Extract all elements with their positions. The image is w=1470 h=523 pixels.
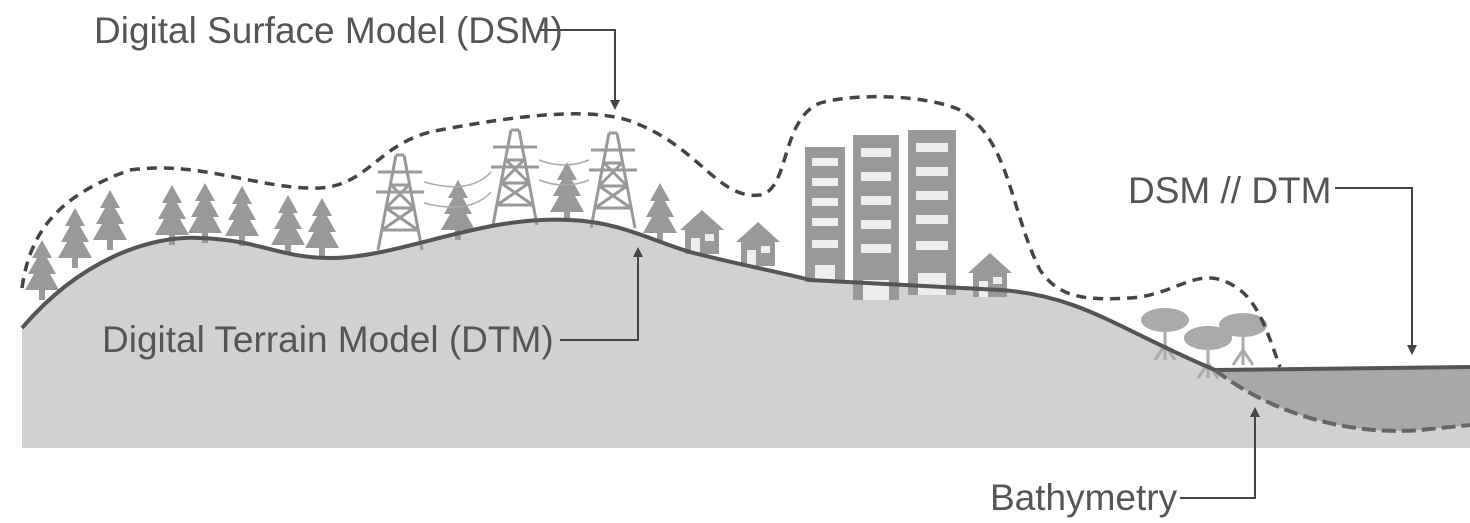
scene: [22, 30, 1470, 498]
diagram: Digital Surface Model (DSM) Digital Terr…: [0, 0, 1470, 523]
dsm-dtm-label: DSM // DTM: [1128, 170, 1331, 211]
bathymetry-label: Bathymetry: [990, 477, 1178, 518]
dtm-label: Digital Terrain Model (DTM): [102, 319, 554, 360]
dsm-label: Digital Surface Model (DSM): [94, 10, 563, 51]
